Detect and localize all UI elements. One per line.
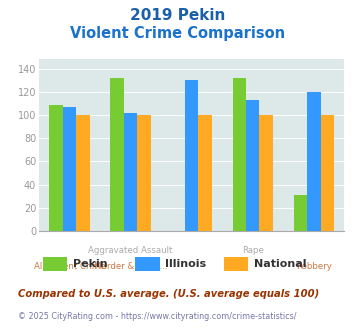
Text: All Violent Crime: All Violent Crime xyxy=(34,262,105,271)
Bar xyxy=(124,113,137,231)
Text: National: National xyxy=(254,259,306,269)
Bar xyxy=(233,78,246,231)
Text: Compared to U.S. average. (U.S. average equals 100): Compared to U.S. average. (U.S. average … xyxy=(18,289,319,299)
Bar xyxy=(137,115,151,231)
Text: Robbery: Robbery xyxy=(296,262,332,271)
Bar xyxy=(49,105,63,231)
Bar xyxy=(110,78,124,231)
Text: Murder & Mans...: Murder & Mans... xyxy=(94,262,168,271)
Bar xyxy=(76,115,90,231)
Bar xyxy=(185,80,198,231)
Bar xyxy=(294,195,307,231)
Bar xyxy=(307,92,321,231)
Bar xyxy=(260,115,273,231)
Text: Pekin: Pekin xyxy=(73,259,108,269)
Text: Violent Crime Comparison: Violent Crime Comparison xyxy=(70,26,285,41)
Bar xyxy=(321,115,334,231)
Bar xyxy=(63,107,76,231)
Text: Rape: Rape xyxy=(242,246,264,255)
Text: Aggravated Assault: Aggravated Assault xyxy=(88,246,173,255)
Text: Illinois: Illinois xyxy=(165,259,206,269)
Text: 2019 Pekin: 2019 Pekin xyxy=(130,8,225,23)
Text: © 2025 CityRating.com - https://www.cityrating.com/crime-statistics/: © 2025 CityRating.com - https://www.city… xyxy=(18,312,296,321)
Bar xyxy=(246,100,260,231)
Bar xyxy=(198,115,212,231)
